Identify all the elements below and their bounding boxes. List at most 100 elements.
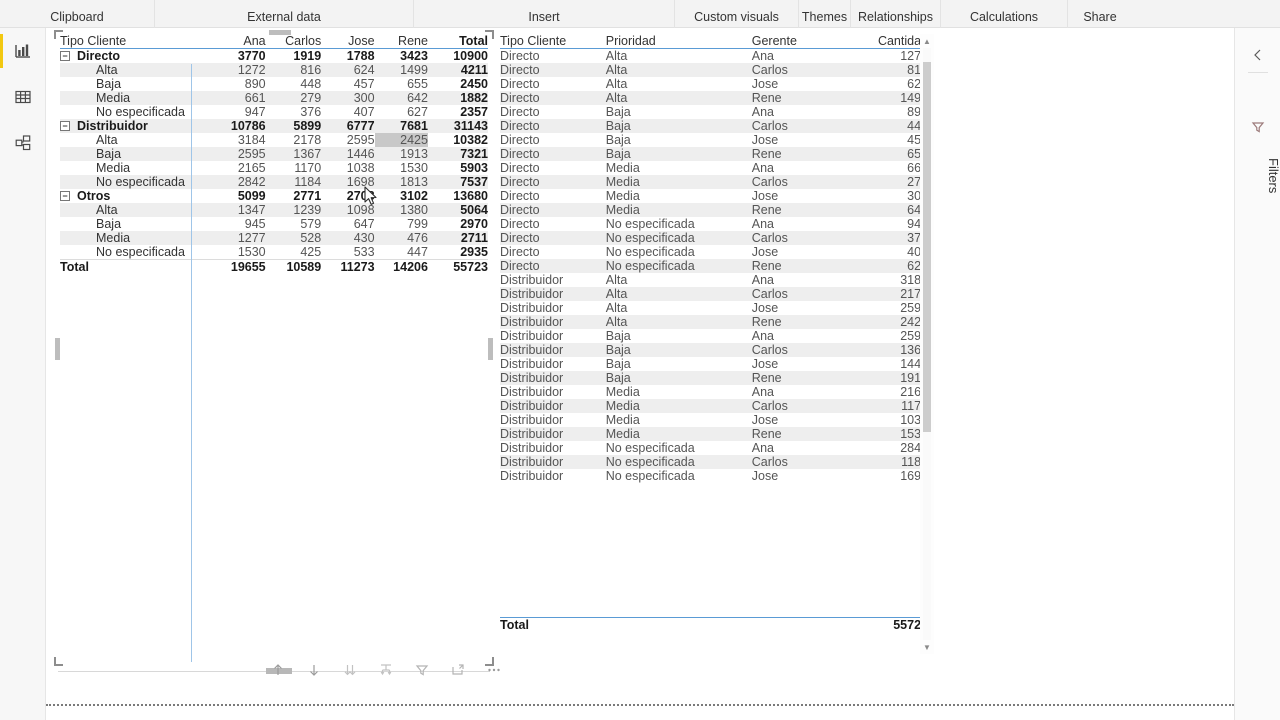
table-cell[interactable]: Jose (751, 413, 779, 427)
matrix-value-cell[interactable]: 2970 (460, 217, 488, 231)
table-cell[interactable]: Directo (500, 91, 606, 105)
table-cell[interactable]: Directo (500, 63, 606, 77)
table-row[interactable]: Distribuidor Alta Ana 3184 (500, 273, 928, 287)
table-row[interactable]: Directo No especificada Rene 627 (500, 259, 928, 273)
table-cell[interactable]: Jose (751, 469, 779, 483)
matrix-value-cell[interactable]: 5899 (265, 119, 322, 133)
table-cell[interactable]: 642 (837, 203, 928, 217)
table-cell[interactable]: No especificada (605, 469, 695, 483)
table-cell[interactable]: Media (605, 413, 640, 427)
matrix-value-cell[interactable]: 1272 (205, 63, 266, 77)
matrix-value-cell[interactable]: 2165 (237, 161, 266, 175)
table-cell[interactable]: Directo (500, 161, 540, 175)
table-row[interactable]: Directo Baja Ana 890 (500, 105, 928, 119)
matrix-row[interactable]: − Directo 3770 1919 1788 3423 10900 (60, 49, 488, 63)
matrix-value-cell[interactable]: 2595 (346, 133, 375, 147)
table-cell[interactable]: Distribuidor (500, 357, 564, 371)
table-cell[interactable]: 816 (837, 63, 928, 77)
table-cell[interactable]: 1446 (900, 357, 928, 371)
table-cell[interactable]: 947 (907, 217, 928, 231)
matrix-value-cell[interactable]: 655 (407, 77, 428, 91)
matrix-column-header[interactable]: Total (427, 34, 488, 49)
table-cell[interactable]: Distribuidor (500, 371, 606, 385)
matrix-column-header[interactable]: Rene (374, 34, 428, 49)
table-cell[interactable]: Rene (751, 427, 838, 441)
matrix-column-header[interactable]: Jose (321, 34, 375, 49)
matrix-value-cell[interactable]: 407 (353, 105, 375, 119)
table-cell[interactable]: Directo (500, 217, 540, 231)
matrix-value-cell[interactable]: 457 (353, 77, 375, 91)
matrix-row-header-cell[interactable]: Baja (60, 77, 206, 91)
table-cell[interactable]: Directo (500, 49, 540, 63)
matrix-value-cell[interactable]: 5903 (460, 161, 488, 175)
matrix-value-cell[interactable]: 1530 (400, 161, 428, 175)
matrix-row-header-cell[interactable]: Alta (60, 63, 206, 77)
table-row[interactable]: Directo Media Jose 300 (500, 189, 928, 203)
table-cell[interactable]: Distribuidor (500, 399, 606, 413)
matrix-row[interactable]: Baja 2595 1367 1446 1913 7321 (60, 147, 488, 161)
table-cell[interactable]: 300 (907, 189, 928, 203)
matrix-value-cell[interactable]: 476 (374, 231, 428, 245)
matrix-value-cell[interactable]: 579 (300, 217, 322, 231)
table-cell[interactable]: Alta (605, 287, 752, 301)
matrix-column-header[interactable]: Tipo Cliente (60, 34, 206, 49)
matrix-row[interactable]: Media 2165 1170 1038 1530 5903 (60, 161, 488, 175)
matrix-visual[interactable]: Tipo Cliente Ana Carlos Jose Rene Total − Dire… (54, 28, 494, 668)
sidebar-item-model-view[interactable] (0, 120, 46, 166)
matrix-column-header[interactable]: Ana (205, 34, 266, 49)
table-cell[interactable]: 661 (907, 161, 928, 175)
matrix-value-cell[interactable]: 1530 (237, 245, 266, 259)
matrix-value-cell[interactable]: 2178 (293, 133, 322, 147)
table-cell[interactable]: Carlos (751, 399, 838, 413)
matrix-column-header[interactable]: Carlos (265, 34, 322, 49)
table-row[interactable]: Directo No especificada Ana 947 (500, 217, 928, 231)
table-cell[interactable]: 1913 (837, 371, 928, 385)
matrix-value-cell[interactable]: 279 (265, 91, 322, 105)
matrix-row[interactable]: No especificada 947 376 407 627 2357 (60, 105, 488, 119)
matrix-row-header-cell[interactable]: No especificada (60, 175, 206, 189)
detail-table-scroll-region[interactable]: Directo Alta Ana 1272 Directo Alta Carlos 816 Di… (500, 49, 928, 617)
table-cell[interactable]: 1530 (837, 427, 928, 441)
drill-up-button[interactable] (268, 660, 288, 680)
table-cell[interactable]: Distribuidor (500, 329, 564, 343)
matrix-value-cell[interactable]: 624 (321, 63, 375, 77)
matrix-row-header-cell[interactable]: − Otros (60, 189, 206, 203)
table-cell[interactable]: Directo (500, 119, 606, 133)
table-cell[interactable]: Distribuidor (500, 455, 606, 469)
table-column-header[interactable]: Cantidad (837, 34, 928, 49)
table-cell[interactable]: 2178 (837, 287, 928, 301)
matrix-value-cell[interactable]: 1788 (346, 49, 375, 63)
table-column-header[interactable]: Gerente (751, 34, 838, 49)
matrix-row-header-cell[interactable]: Baja (60, 217, 206, 231)
matrix-value-cell[interactable]: 10900 (453, 49, 488, 63)
table-cell[interactable]: Media (605, 203, 752, 217)
row-collapse-icon[interactable]: − (60, 121, 70, 131)
ribbon-group-insert[interactable]: Insert (414, 0, 675, 28)
matrix-value-cell[interactable]: 1913 (374, 147, 428, 161)
matrix-value-cell[interactable]: 1380 (374, 203, 428, 217)
table-cell[interactable]: Baja (605, 329, 631, 343)
table-cell[interactable]: 1184 (837, 455, 928, 469)
matrix-value-cell[interactable]: 10786 (205, 119, 266, 133)
table-cell[interactable]: Distribuidor (500, 287, 606, 301)
matrix-value-cell[interactable]: 533 (353, 245, 375, 259)
ribbon-group-clipboard[interactable]: Clipboard (0, 0, 155, 28)
matrix-row-header-cell[interactable]: Alta (60, 203, 206, 217)
table-cell[interactable]: No especificada (605, 441, 695, 455)
matrix-row-header-cell[interactable]: No especificada (60, 245, 206, 260)
more-options-button[interactable] (484, 660, 504, 680)
table-cell[interactable]: Baja (605, 105, 631, 119)
matrix-value-cell[interactable]: 2711 (427, 231, 488, 245)
table-cell[interactable]: Media (605, 175, 752, 189)
table-cell[interactable]: Distribuidor (500, 273, 564, 287)
row-collapse-icon[interactable]: − (60, 51, 70, 61)
table-cell[interactable]: Ana (751, 161, 774, 175)
matrix-value-cell[interactable]: 3770 (237, 49, 266, 63)
ribbon-group-calculations[interactable]: Calculations (941, 0, 1068, 28)
table-cell[interactable]: Directo (500, 245, 540, 259)
table-column-header[interactable]: Prioridad (605, 34, 752, 49)
matrix-row[interactable]: − Distribuidor 10786 5899 6777 7681 31143 (60, 119, 488, 133)
table-row[interactable]: Distribuidor Media Carlos 1170 (500, 399, 928, 413)
table-cell[interactable]: No especificada (605, 259, 752, 273)
table-cell[interactable]: Ana (751, 329, 774, 343)
